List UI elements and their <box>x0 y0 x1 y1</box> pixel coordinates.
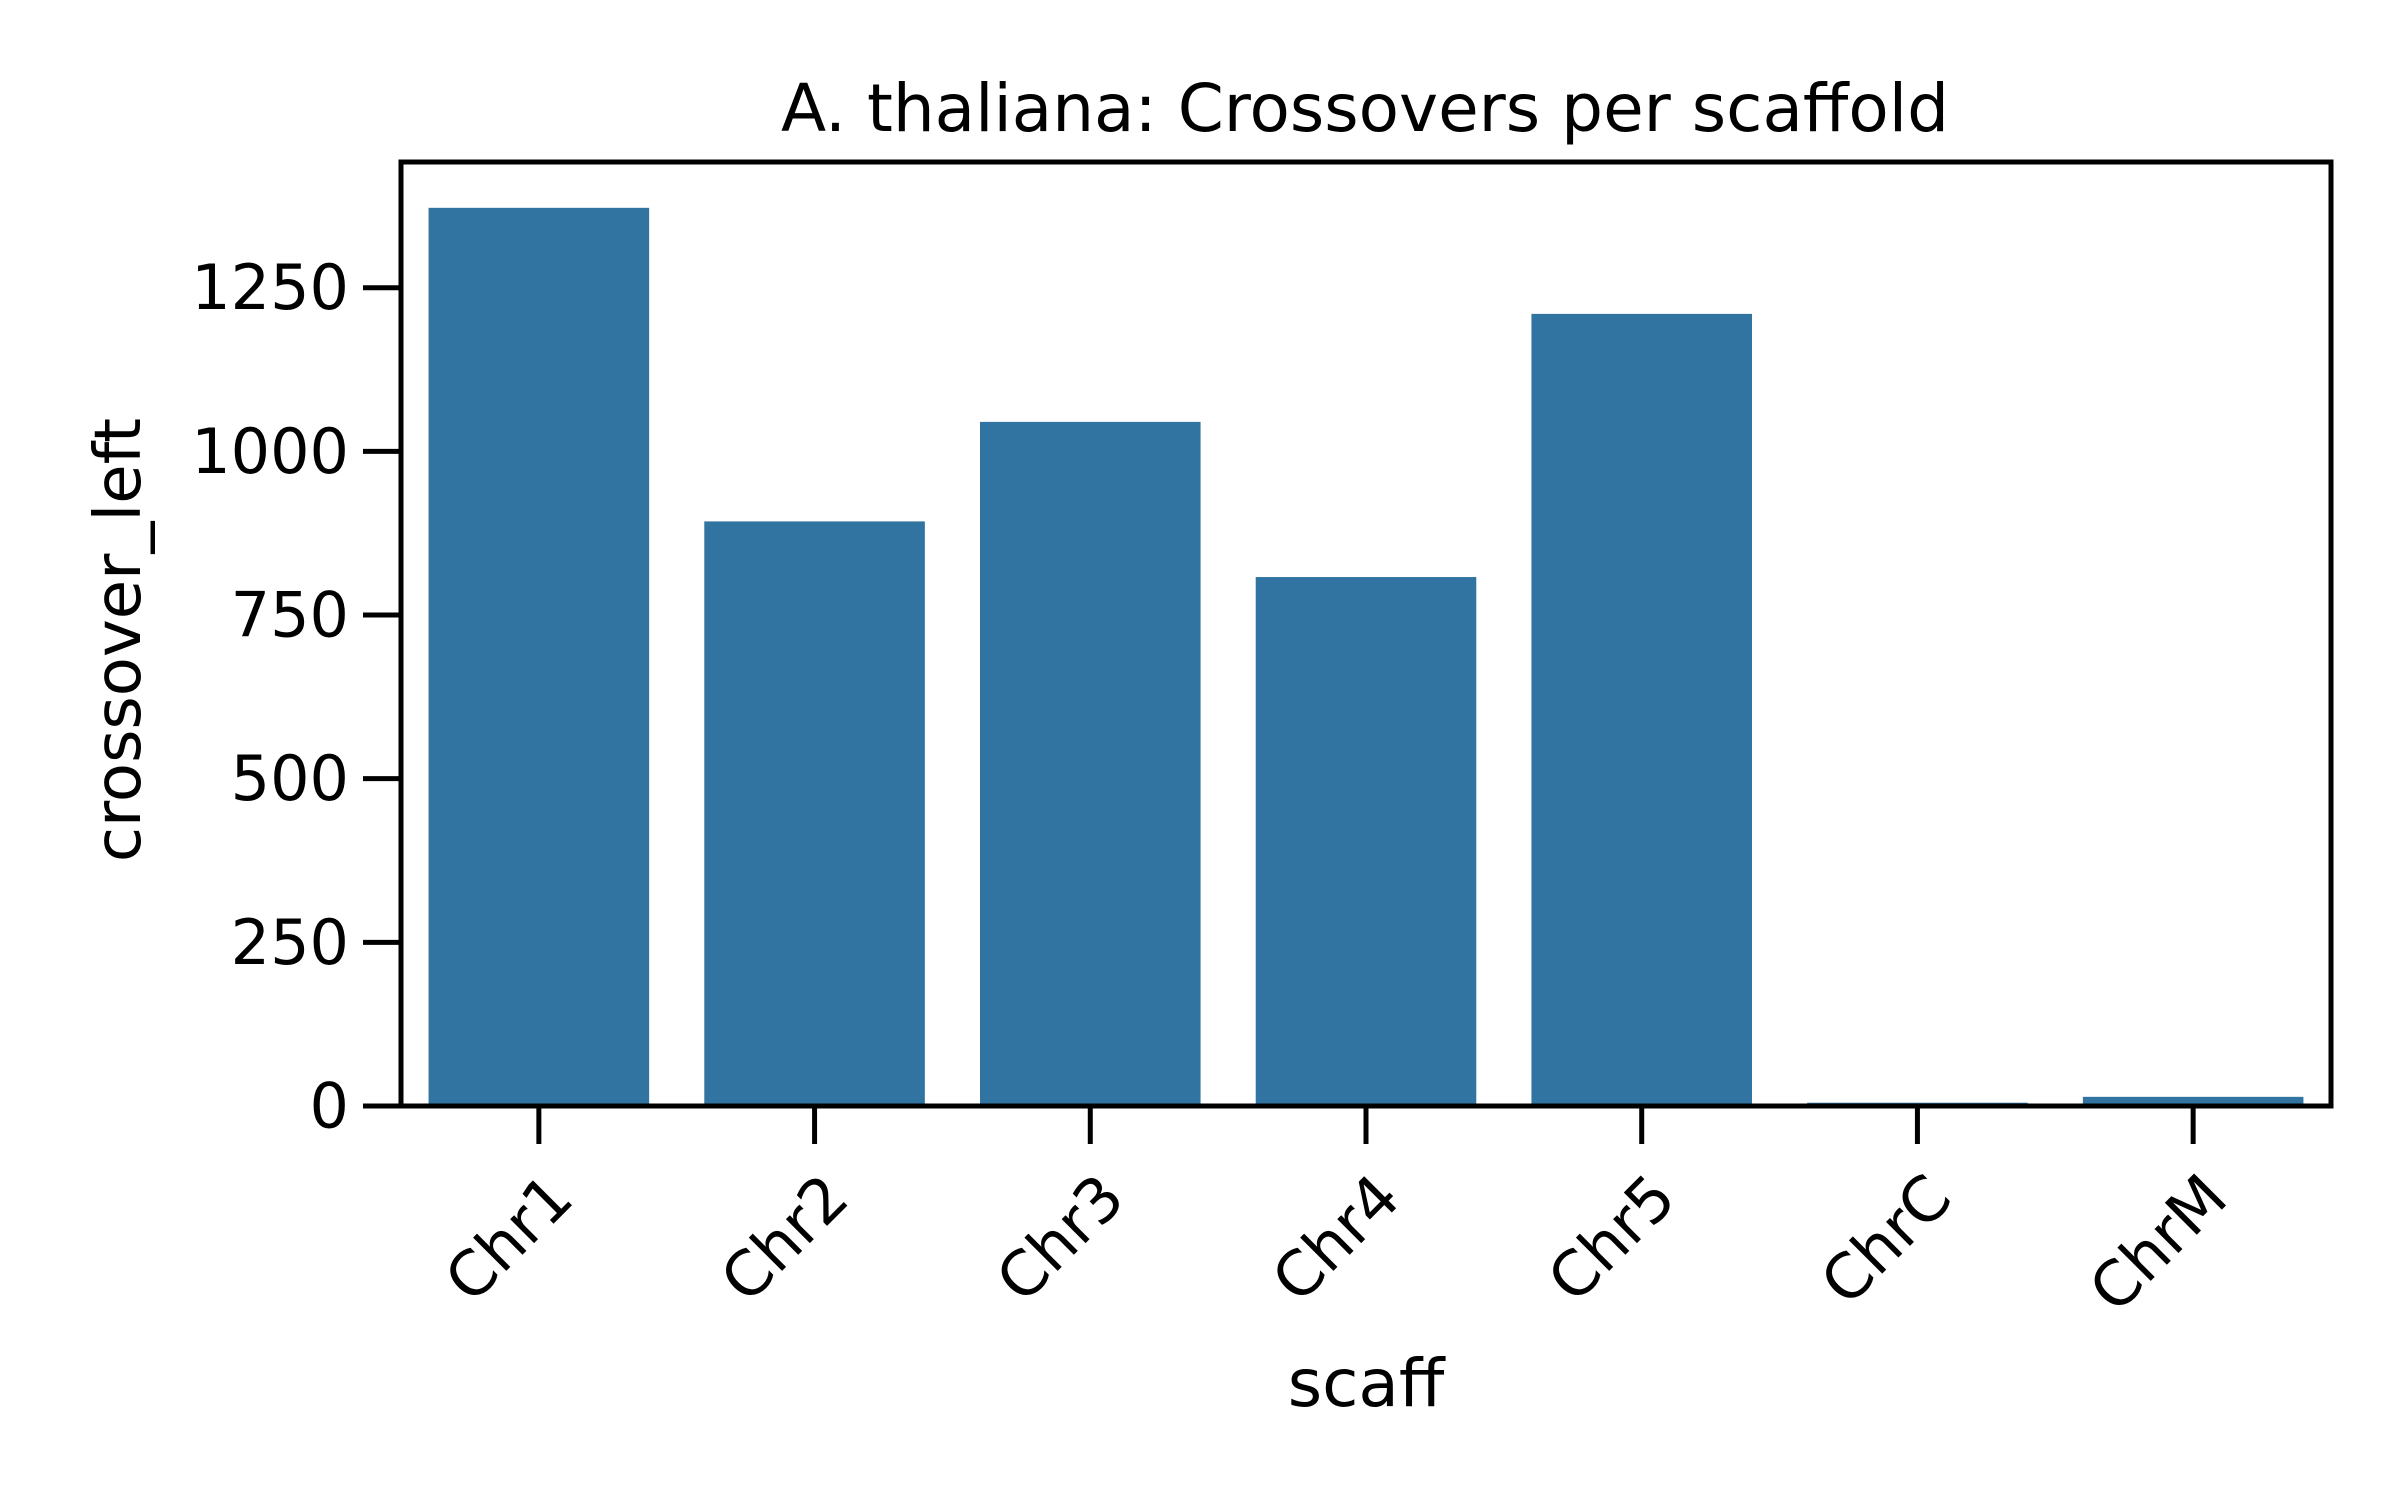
y-axis: 0 250 500 750 1000 1250 <box>191 251 401 1143</box>
x-tick-label-chr5: Chr5 <box>1534 1160 1690 1316</box>
y-tick-label-750: 750 <box>231 579 349 652</box>
x-tick-label-chr3: Chr3 <box>982 1160 1138 1316</box>
x-axis: Chr1 Chr2 Chr3 Chr4 Chr5 ChrC ChrM <box>431 1106 2241 1326</box>
chart-title: A. thaliana: Crossovers per scaffold <box>781 70 1949 147</box>
plot-frame <box>398 159 2334 1109</box>
x-axis-label: scaff <box>1288 1345 1446 1422</box>
x-tick-label-chr4: Chr4 <box>1258 1160 1414 1316</box>
x-tick-label-chrc: ChrC <box>1807 1160 1966 1319</box>
y-tick-label-250: 250 <box>231 906 349 979</box>
bars-group <box>428 207 2304 1107</box>
bar-chr5 <box>1531 313 1752 1107</box>
bar-chr2 <box>704 521 925 1106</box>
bar-chrm <box>2082 1096 2304 1106</box>
x-tick-label-chr1: Chr1 <box>431 1160 587 1316</box>
y-tick-label-0: 0 <box>310 1070 349 1143</box>
bar-chr4 <box>1255 577 1477 1106</box>
bar-chr3 <box>980 421 1201 1106</box>
y-tick-label-500: 500 <box>231 742 349 815</box>
y-tick-label-1000: 1000 <box>191 415 349 488</box>
y-axis-label: crossover_left <box>82 418 156 862</box>
x-tick-label-chr2: Chr2 <box>706 1160 862 1316</box>
x-tick-label-chrm: ChrM <box>2075 1160 2241 1326</box>
y-tick-label-1250: 1250 <box>191 251 349 324</box>
bar-chr1 <box>428 207 650 1106</box>
